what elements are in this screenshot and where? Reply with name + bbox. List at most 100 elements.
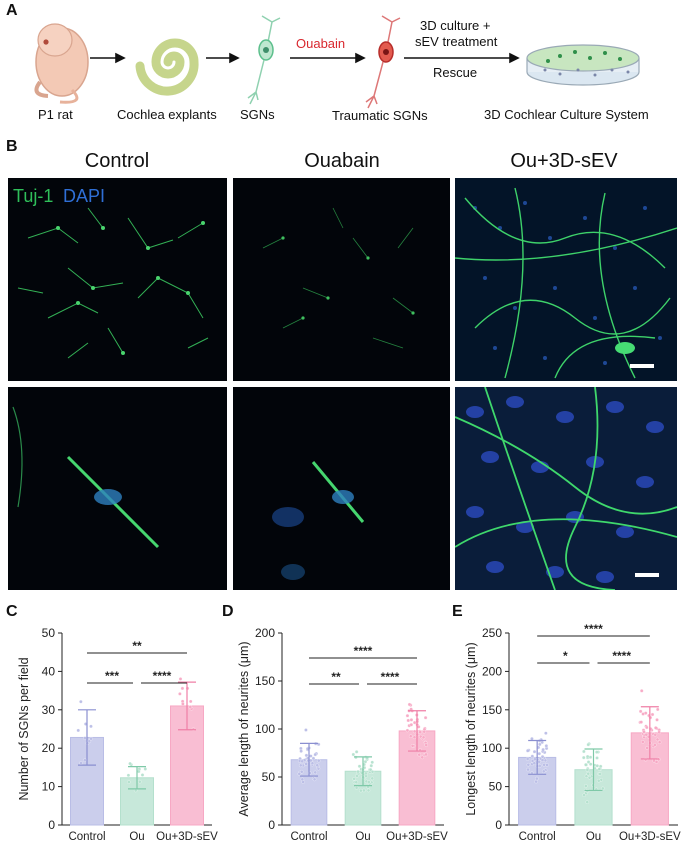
label-treatment-line2: sEV treatment (415, 34, 498, 49)
data-point (126, 773, 131, 778)
data-point (526, 767, 530, 772)
y-tick-label: 30 (42, 703, 56, 717)
data-point (525, 757, 530, 761)
data-point (598, 772, 602, 776)
chart-longest-neurite-length: 0 50 100 150 200 250 Longest length of neurite… (464, 622, 681, 843)
data-point (354, 750, 359, 754)
label-ouabain-arrow: Ouabain (296, 36, 346, 51)
data-point (584, 774, 589, 778)
y-tick-label: 40 (42, 664, 56, 678)
data-point (299, 749, 303, 753)
y-tick-label: 50 (262, 770, 276, 784)
data-point (412, 729, 417, 734)
data-point (657, 730, 661, 735)
data-point (409, 723, 414, 727)
data-point (351, 752, 356, 757)
data-point (354, 786, 359, 790)
data-point (530, 736, 534, 741)
data-point (532, 761, 537, 765)
data-point (537, 751, 542, 756)
data-point (89, 724, 93, 729)
data-point (188, 699, 193, 704)
data-point (540, 754, 545, 759)
label-cochlea-explants: Cochlea explants (117, 107, 217, 122)
label-rescue: Rescue (433, 65, 478, 80)
category-label: Ou (586, 831, 601, 843)
data-point (366, 788, 371, 793)
data-point (420, 755, 425, 760)
data-point (298, 763, 303, 768)
data-point (597, 767, 602, 771)
y-tick-label: 50 (489, 780, 503, 794)
data-point (364, 771, 368, 776)
sgn-neuron-icon (247, 15, 281, 105)
data-point (315, 763, 319, 768)
data-point (424, 752, 428, 757)
category-label: Ou+3D-sEV (156, 831, 218, 843)
y-tick-label: 50 (42, 626, 56, 640)
label-treatment-line1: 3D culture + (420, 18, 491, 33)
data-point (368, 767, 373, 772)
data-point (585, 754, 590, 759)
data-point (582, 755, 586, 760)
micrograph-control-high (8, 387, 227, 590)
data-point (601, 786, 605, 791)
data-point (143, 767, 148, 771)
data-point (313, 752, 317, 757)
column-title-control: Control (84, 150, 150, 172)
data-point (654, 760, 659, 764)
data-point (300, 759, 304, 764)
data-point (545, 763, 549, 767)
y-tick-label: 250 (482, 626, 502, 640)
y-tick-label: 20 (42, 741, 56, 755)
data-point (424, 743, 428, 747)
category-label: Ou (129, 831, 144, 843)
data-point (644, 732, 649, 737)
y-tick-label: 150 (482, 703, 502, 717)
data-point (418, 730, 422, 734)
rat-icon (34, 23, 89, 104)
data-point (362, 788, 366, 793)
data-point (596, 779, 601, 783)
y-tick-label: 0 (495, 818, 502, 832)
category-label: Control (519, 831, 556, 843)
data-point (299, 770, 304, 774)
data-point (641, 740, 645, 744)
significance-label: * (563, 649, 568, 663)
data-point (370, 776, 375, 781)
y-axis-label: Number of SGNs per field (17, 657, 31, 800)
data-point (585, 768, 590, 772)
scale-bar (635, 573, 659, 577)
data-point (645, 746, 649, 750)
data-point (313, 770, 317, 775)
data-point (406, 718, 410, 723)
data-point (639, 689, 644, 693)
category-label: Ou+3D-sEV (619, 831, 681, 843)
data-point (584, 784, 588, 788)
data-point (369, 763, 374, 768)
data-point (525, 749, 530, 753)
data-point (642, 730, 646, 734)
data-point (422, 729, 426, 734)
data-point (405, 713, 410, 718)
data-point (538, 742, 542, 747)
micrograph-control-low: Tuj-1 DAPI (8, 178, 227, 381)
data-point (128, 761, 132, 766)
data-point (76, 728, 80, 733)
data-point (657, 740, 662, 744)
panel-letter-b: B (6, 138, 18, 155)
data-point (653, 733, 658, 737)
data-point (410, 744, 415, 748)
data-point (297, 772, 302, 776)
data-point (586, 771, 590, 776)
data-point (300, 777, 305, 782)
label-sgns: SGNs (240, 107, 275, 122)
data-point (317, 758, 321, 763)
data-point (304, 762, 308, 766)
data-point (423, 715, 428, 720)
data-point (595, 750, 599, 754)
cochlea-spiral-icon (135, 38, 199, 96)
chart-sgn-count: 0 10 20 30 40 50 Number of SGNs per field Contr… (17, 626, 218, 843)
label-3d-culture-system: 3D Cochlear Culture System (484, 107, 649, 122)
significance-label: **** (584, 622, 603, 636)
